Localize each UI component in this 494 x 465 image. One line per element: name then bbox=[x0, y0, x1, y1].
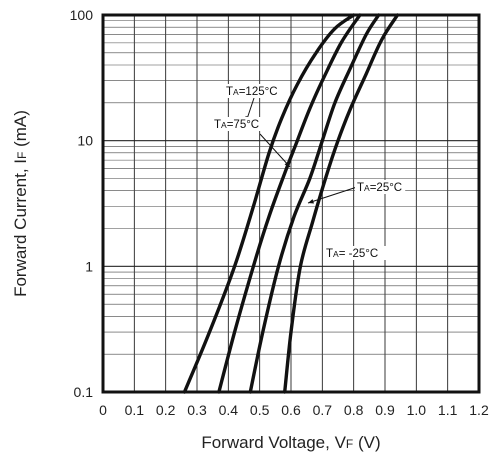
annotation-arrowhead bbox=[308, 199, 314, 204]
y-axis-title-main: Forward Current, I bbox=[11, 159, 30, 297]
annotation-label-main: T bbox=[357, 182, 364, 194]
annotation-label-sub: A bbox=[333, 249, 339, 259]
annotation-label: TA=125°C bbox=[226, 86, 278, 98]
x-tick-label: 0.1 bbox=[125, 402, 145, 418]
annotation-label-main: T bbox=[326, 248, 333, 260]
x-tick-label: 0.6 bbox=[281, 402, 301, 418]
x-tick-labels: 0 0.1 0.2 0.3 0.4 0.5 0.6 0.7 0.8 0.9 1.0 1.1 1.2 bbox=[99, 402, 489, 418]
plot-frame bbox=[101, 13, 481, 394]
x-tick-label: 0.3 bbox=[187, 402, 207, 418]
annotation-label-sub: A bbox=[233, 87, 239, 97]
x-tick-label: 0.2 bbox=[156, 402, 176, 418]
annotation-label-main: T bbox=[226, 86, 233, 98]
annotation-label: TA= -25°C bbox=[326, 248, 378, 260]
x-tick-label: 1.2 bbox=[469, 402, 489, 418]
series-line-3 bbox=[283, 13, 400, 394]
series-line-0 bbox=[182, 13, 356, 394]
annotation-label-rest: =125°C bbox=[239, 86, 278, 98]
annotation-arrow bbox=[259, 133, 291, 168]
annotation-label-main: T bbox=[214, 119, 221, 131]
annotation-label-rest: =75°C bbox=[227, 119, 259, 131]
annotations: TA=125°CTA=75°CTA=25°CTA= -25°C bbox=[212, 84, 406, 260]
annotation-label-bg bbox=[324, 246, 388, 260]
annotation-label-rest: = -25°C bbox=[339, 248, 378, 260]
x-tick-label: 0.9 bbox=[375, 402, 395, 418]
x-tick-label: 0 bbox=[99, 402, 107, 418]
y-axis-title-sub: F bbox=[15, 152, 29, 159]
x-axis-title-unit: (V) bbox=[353, 433, 380, 452]
annotation-label-bg bbox=[355, 180, 406, 194]
series-line-1 bbox=[217, 13, 362, 394]
x-tick-label: 0.7 bbox=[313, 402, 333, 418]
y-tick-label: 100 bbox=[70, 7, 94, 23]
annotation-arrow bbox=[307, 186, 358, 204]
y-axis-title: Forward Current, IF (mA) bbox=[11, 110, 30, 297]
x-axis-title-main: Forward Voltage, V bbox=[201, 433, 346, 452]
y-tick-labels: 0.1 1 10 100 bbox=[70, 7, 94, 400]
curves bbox=[182, 13, 400, 394]
annotation-arrowhead bbox=[284, 161, 290, 167]
x-axis-title-sub: F bbox=[346, 437, 353, 451]
y-axis-title-unit: (mA) bbox=[11, 110, 30, 152]
annotation-label-bg bbox=[224, 84, 281, 98]
x-tick-label: 1.0 bbox=[407, 402, 427, 418]
annotation-label-rest: =25°C bbox=[370, 182, 402, 194]
x-tick-label: 1.1 bbox=[438, 402, 458, 418]
y-tick-label: 0.1 bbox=[74, 384, 94, 400]
annotation-label-sub: A bbox=[221, 120, 227, 130]
annotation-label-sub: A bbox=[364, 183, 370, 193]
y-tick-label: 10 bbox=[77, 133, 93, 149]
x-tick-label: 0.8 bbox=[344, 402, 364, 418]
annotation-label-bg bbox=[212, 117, 263, 131]
annotation-label: TA=75°C bbox=[214, 119, 259, 131]
series-line-2 bbox=[248, 13, 381, 394]
x-tick-label: 0.5 bbox=[250, 402, 270, 418]
annotation-label: TA=25°C bbox=[357, 182, 402, 194]
y-tick-label: 1 bbox=[85, 258, 93, 274]
x-tick-label: 0.4 bbox=[219, 402, 239, 418]
x-axis-title: Forward Voltage, VF (V) bbox=[201, 433, 380, 452]
